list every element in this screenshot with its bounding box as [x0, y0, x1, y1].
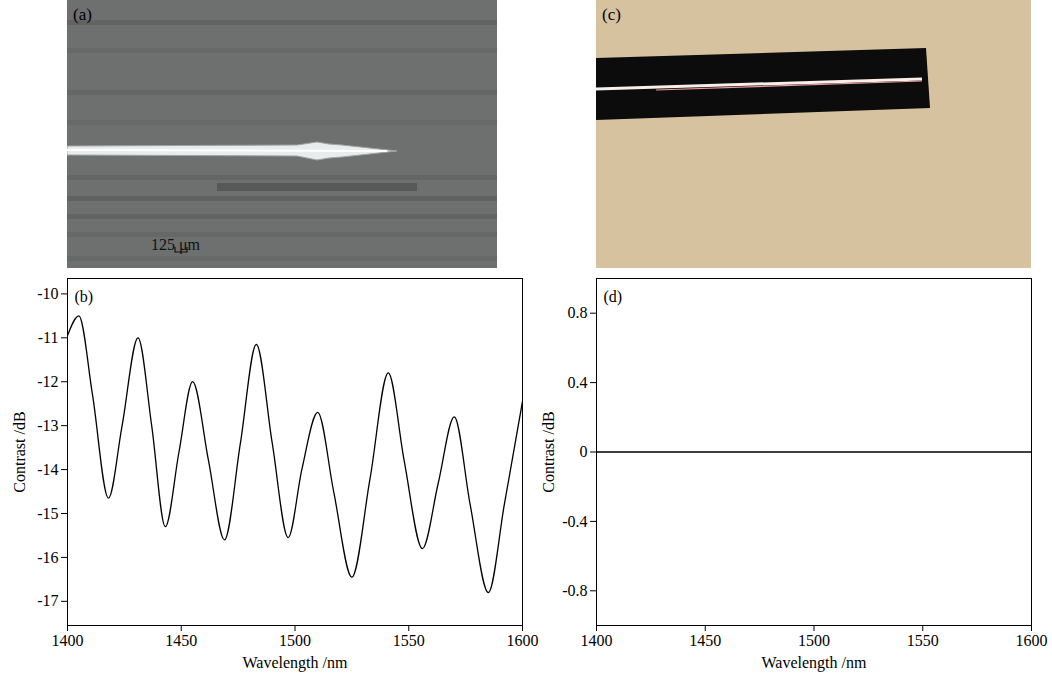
svg-text:(d): (d) [604, 288, 623, 306]
svg-text:-17: -17 [37, 592, 58, 609]
svg-text:-15: -15 [37, 505, 58, 522]
svg-text:Wavelength /nm: Wavelength /nm [762, 654, 867, 672]
svg-text:(b): (b) [75, 288, 94, 306]
svg-text:1550: 1550 [393, 632, 425, 649]
svg-text:-16: -16 [37, 549, 58, 566]
svg-text:1400: 1400 [581, 632, 613, 649]
svg-text:1600: 1600 [1016, 632, 1048, 649]
svg-text:-0.4: -0.4 [562, 513, 587, 530]
svg-text:-12: -12 [37, 373, 58, 390]
svg-text:0.4: 0.4 [568, 374, 588, 391]
svg-text:1550: 1550 [907, 632, 939, 649]
svg-text:1450: 1450 [165, 632, 197, 649]
svg-text:1500: 1500 [798, 632, 830, 649]
svg-text:0: 0 [580, 443, 588, 460]
svg-text:1500: 1500 [279, 632, 311, 649]
svg-text:(a): (a) [73, 5, 92, 24]
svg-text:(c): (c) [602, 5, 621, 24]
svg-text:-11: -11 [38, 329, 59, 346]
svg-text:-13: -13 [37, 417, 58, 434]
svg-text:1450: 1450 [689, 632, 721, 649]
svg-text:-10: -10 [37, 285, 58, 302]
svg-text:0.8: 0.8 [568, 304, 588, 321]
svg-text:Contrast /dB: Contrast /dB [11, 411, 28, 492]
svg-text:125 μm: 125 μm [151, 236, 201, 254]
svg-text:-0.8: -0.8 [562, 582, 587, 599]
svg-text:1400: 1400 [52, 632, 84, 649]
svg-text:Wavelength /nm: Wavelength /nm [243, 654, 348, 672]
svg-text:Contrast /dB: Contrast /dB [540, 411, 557, 492]
svg-text:1600: 1600 [507, 632, 539, 649]
svg-text:-14: -14 [37, 461, 58, 478]
